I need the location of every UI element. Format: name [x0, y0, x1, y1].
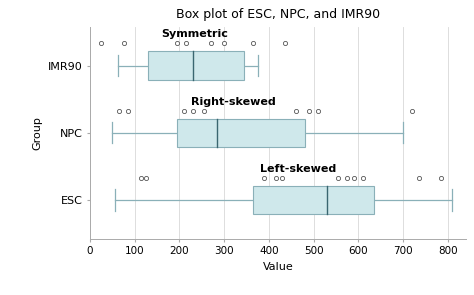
Y-axis label: Group: Group — [32, 116, 42, 150]
Bar — [148, 52, 244, 80]
X-axis label: Value: Value — [263, 262, 293, 272]
Text: Right-skewed: Right-skewed — [191, 96, 275, 106]
Text: Symmetric: Symmetric — [162, 30, 228, 40]
Text: Left-skewed: Left-skewed — [260, 164, 336, 174]
Bar — [253, 186, 374, 214]
Bar — [177, 119, 305, 147]
Title: Box plot of ESC, NPC, and IMR90: Box plot of ESC, NPC, and IMR90 — [176, 8, 380, 21]
